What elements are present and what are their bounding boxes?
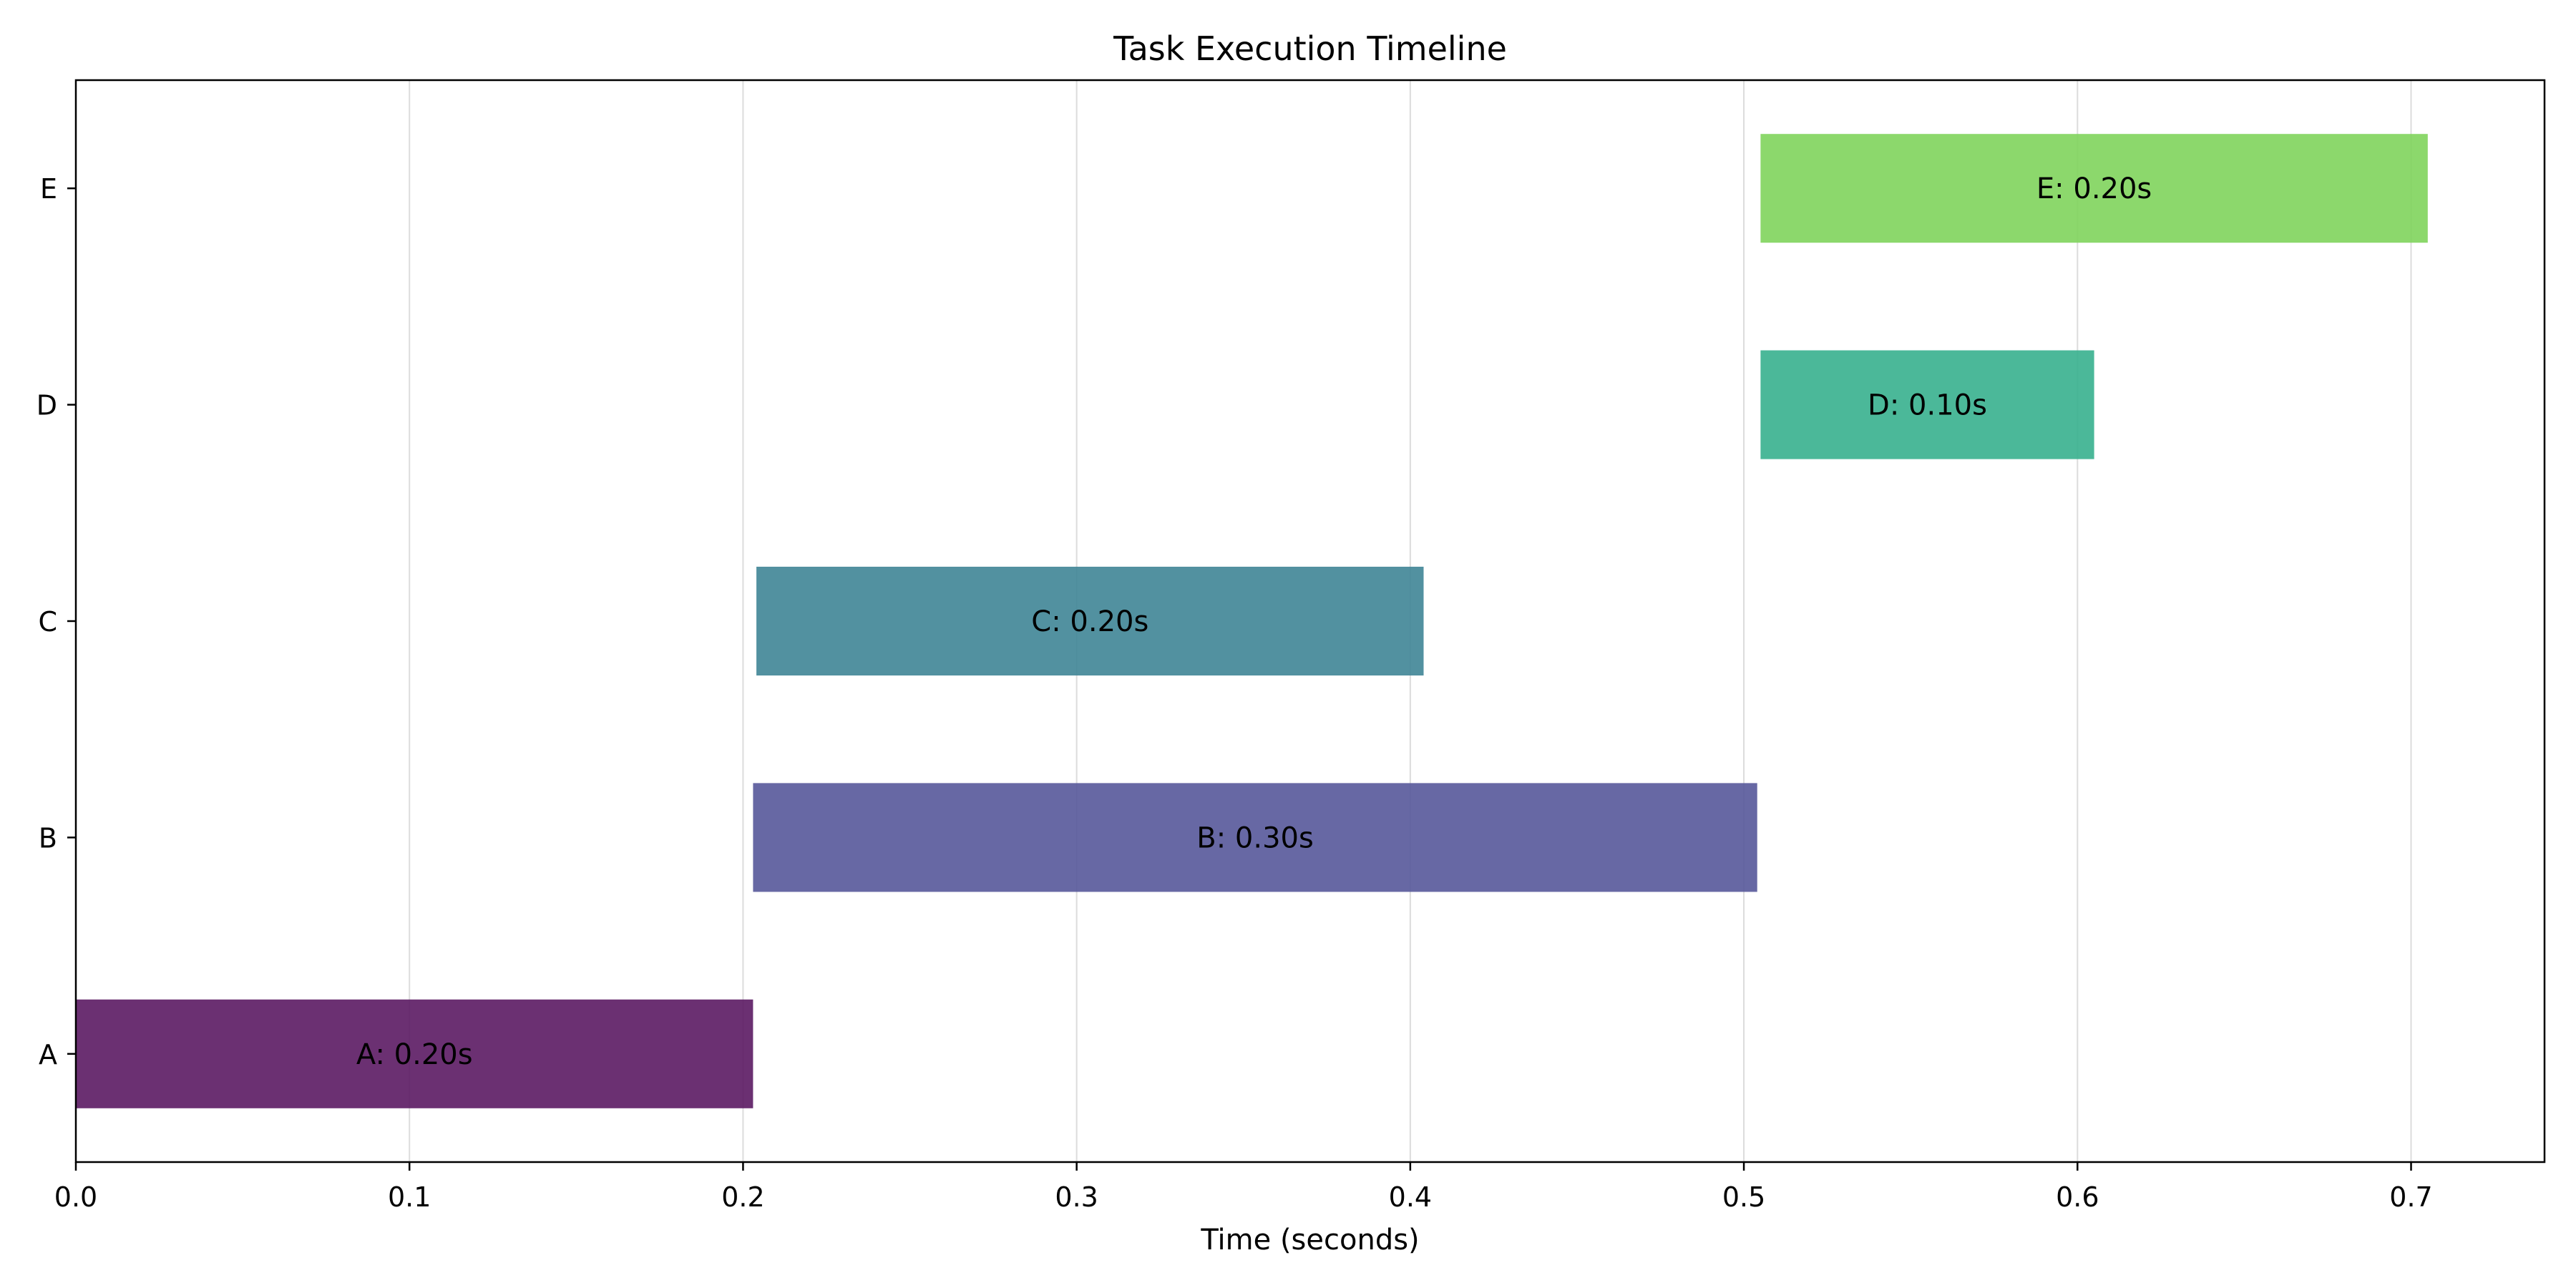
y-tick-label: A [39, 1039, 57, 1070]
x-axis-ticks: 0.0 0.1 0.2 0.3 0.4 0.5 0.6 0.7 [54, 1162, 2433, 1213]
bar-label-b: B: 0.30s [1196, 821, 1314, 854]
bar-label-e: E: 0.20s [2036, 172, 2152, 205]
y-tick-label: C [38, 606, 57, 638]
bar-label-d: D: 0.10s [1868, 389, 1987, 422]
x-tick-label: 0.4 [1389, 1181, 1432, 1213]
bar-a [76, 999, 753, 1108]
bar-e [1760, 134, 2428, 243]
bar-label-a: A: 0.20s [356, 1038, 473, 1071]
x-tick-label: 0.7 [2389, 1181, 2432, 1213]
x-tick-label: 0.0 [54, 1181, 97, 1213]
x-tick-label: 0.2 [721, 1181, 764, 1213]
bar-c [756, 567, 1424, 675]
bar-label-c: C: 0.20s [1031, 605, 1148, 638]
bar-d [1760, 350, 2094, 459]
y-tick-label: D [36, 390, 57, 421]
bars: A: 0.20s B: 0.30s C: 0.20s D: 0.10s E: 0.20s [76, 134, 2428, 1108]
y-tick-label: E [40, 173, 57, 205]
x-axis-label: Time (seconds) [1200, 1224, 1419, 1257]
chart-title: Task Execution Timeline [1113, 29, 1507, 68]
y-tick-label: B [39, 822, 57, 854]
x-tick-label: 0.5 [1722, 1181, 1765, 1213]
x-tick-label: 0.6 [2056, 1181, 2099, 1213]
x-tick-label: 0.1 [388, 1181, 431, 1213]
x-tick-label: 0.3 [1055, 1181, 1098, 1213]
bar-b [753, 783, 1757, 892]
y-axis-ticks: A B C D E [36, 173, 76, 1070]
